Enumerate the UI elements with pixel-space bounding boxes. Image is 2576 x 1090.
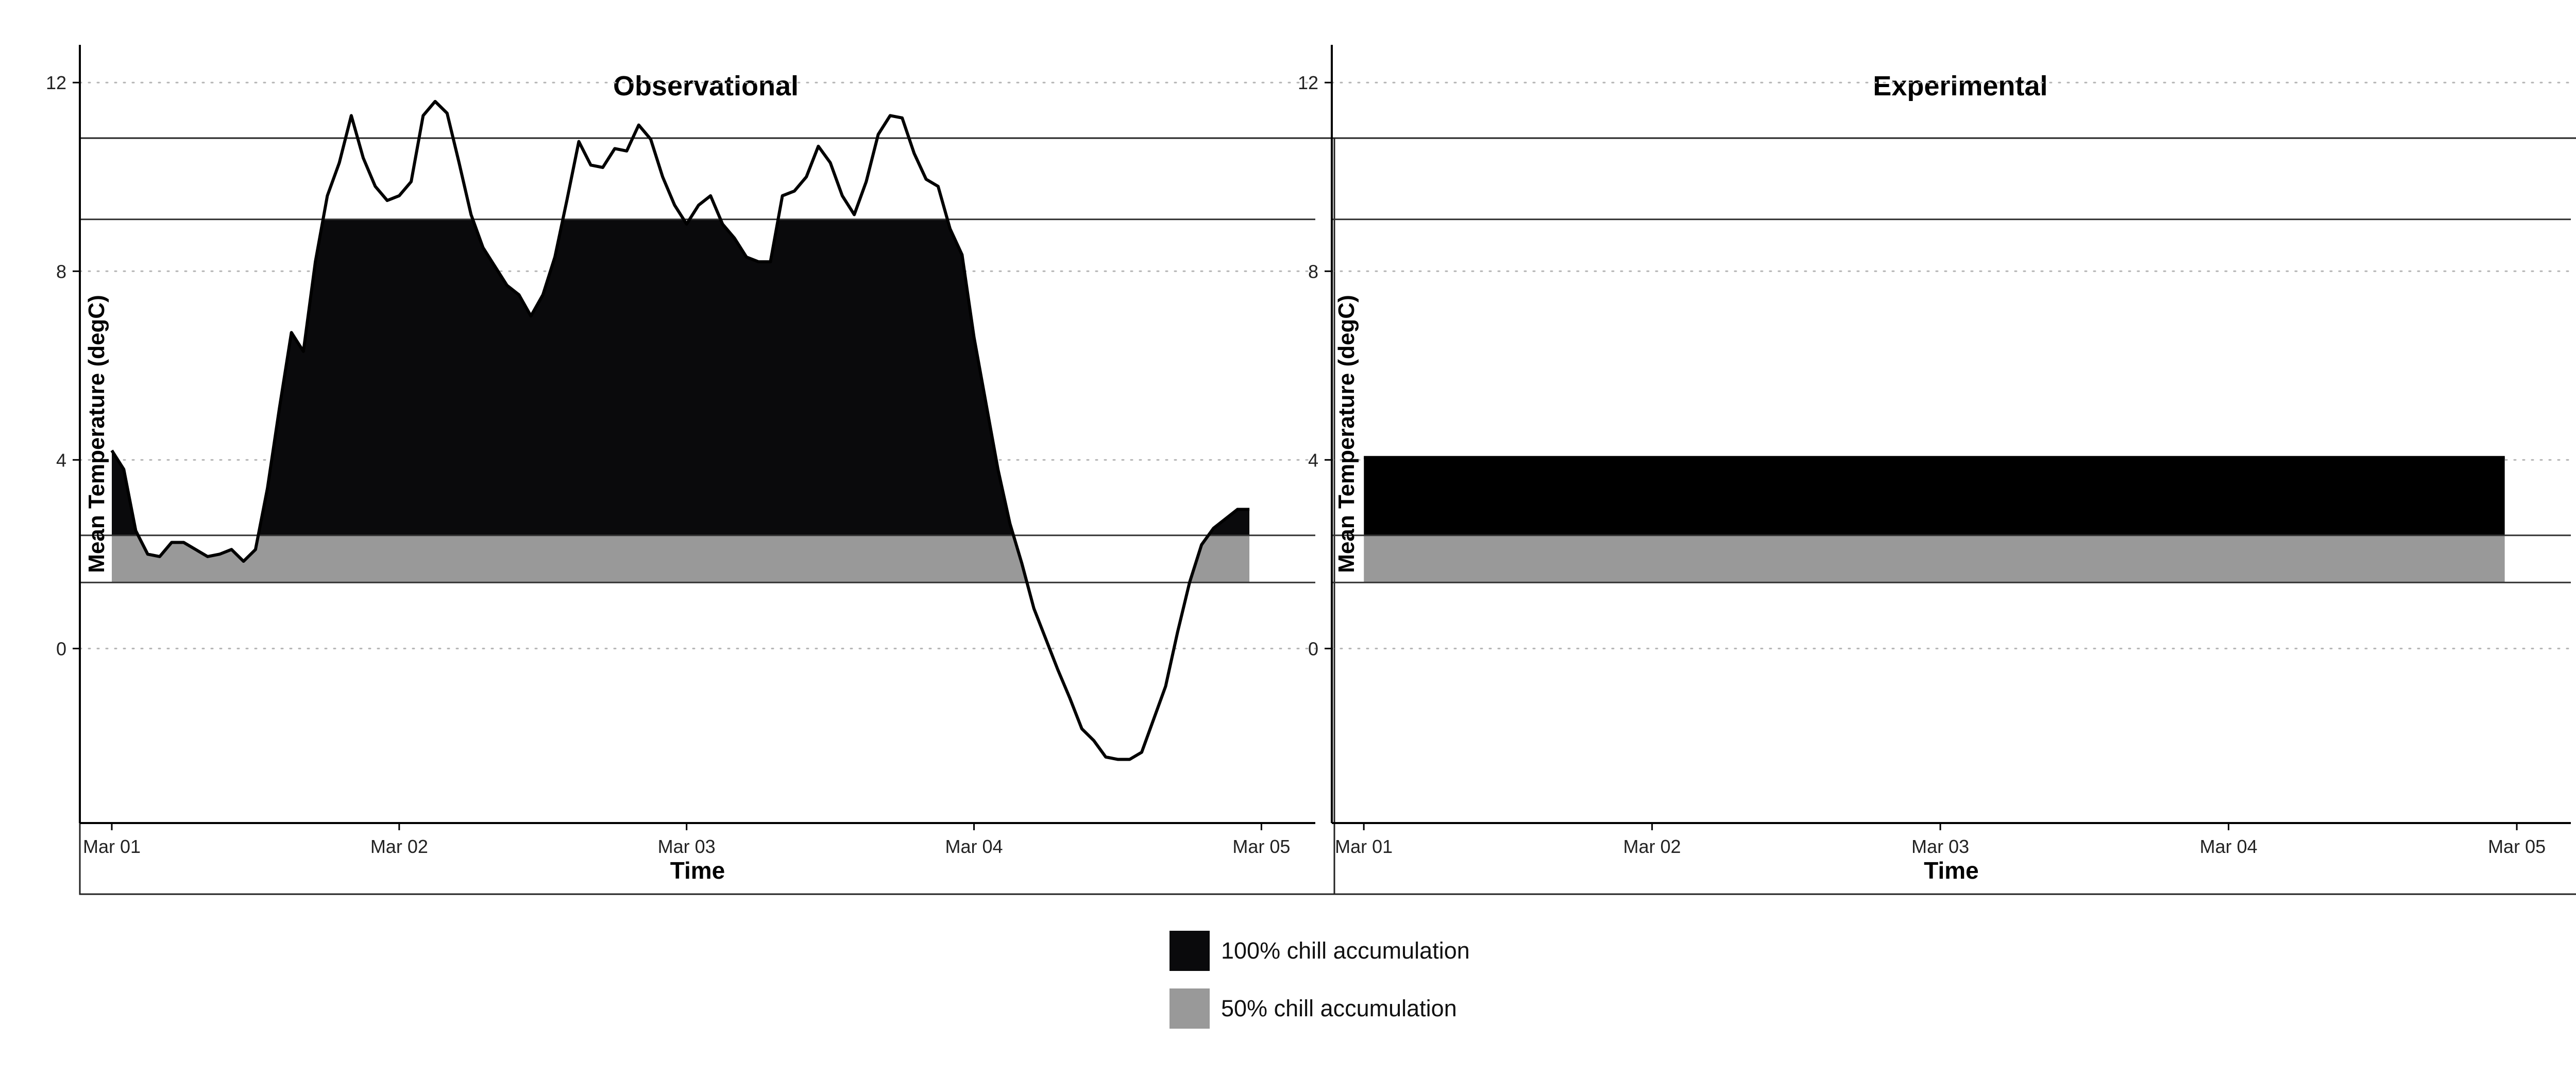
y-tick-label: 0 [1308, 638, 1318, 659]
x-tick-label: Mar 01 [1335, 836, 1393, 857]
legend-swatch-half-chill [1170, 988, 1210, 1029]
chart-title: Observational [613, 71, 799, 102]
y-tick-label: 12 [46, 72, 66, 93]
full-chill-area [1364, 457, 2505, 535]
legend-item-full-chill: 100% chill accumulation [1170, 930, 1470, 971]
y-tick-label: 8 [56, 261, 66, 282]
x-tick-label: Mar 01 [83, 836, 141, 857]
x-tick-label: Mar 03 [658, 836, 716, 857]
y-tick-label: 0 [56, 638, 66, 659]
panel-observational: Observational 0 4 8 12 Mar 01 Mar 02 Mar 03 Mar … [46, 45, 1335, 895]
x-tick-label: Mar 05 [1232, 836, 1290, 857]
legend-label-half-chill: 50% chill accumulation [1221, 995, 1457, 1021]
half-chill-area [111, 535, 1250, 583]
legend-item-half-chill: 50% chill accumulation [1170, 988, 1470, 1029]
x-tick-label: Mar 02 [370, 836, 428, 857]
x-tick-label: Mar 03 [1911, 836, 1969, 857]
panel-experimental: Experimental 0 4 8 12 Mar 01 Mar 02 Mar 03 Mar 0… [1298, 45, 2576, 895]
y-tick-label: 4 [56, 449, 66, 471]
y-axis-title: Mean Temperature (degC) [1334, 295, 1359, 573]
y-tick-label: 4 [1308, 449, 1318, 471]
x-axis-title: Time [1924, 857, 1979, 884]
y-tick-label: 8 [1308, 261, 1318, 282]
panel-border [1333, 137, 2576, 895]
x-axis-title: Time [670, 857, 725, 884]
full-chill-area [111, 219, 1250, 535]
half-chill-area [1364, 535, 2505, 583]
x-tick-label: Mar 02 [1623, 836, 1681, 857]
legend-label-full-chill: 100% chill accumulation [1221, 937, 1470, 964]
y-axis-title: Mean Temperature (degC) [84, 295, 109, 573]
chart-title: Experimental [1873, 71, 2047, 102]
legend: 100% chill accumulation 50% chill accumu… [1170, 930, 1470, 1046]
x-tick-label: Mar 04 [2200, 836, 2258, 857]
temperature-line [110, 99, 1250, 761]
legend-swatch-full-chill [1170, 931, 1210, 971]
y-tick-label: 12 [1298, 72, 1318, 93]
x-tick-label: Mar 05 [2488, 836, 2546, 857]
x-tick-label: Mar 04 [945, 836, 1003, 857]
